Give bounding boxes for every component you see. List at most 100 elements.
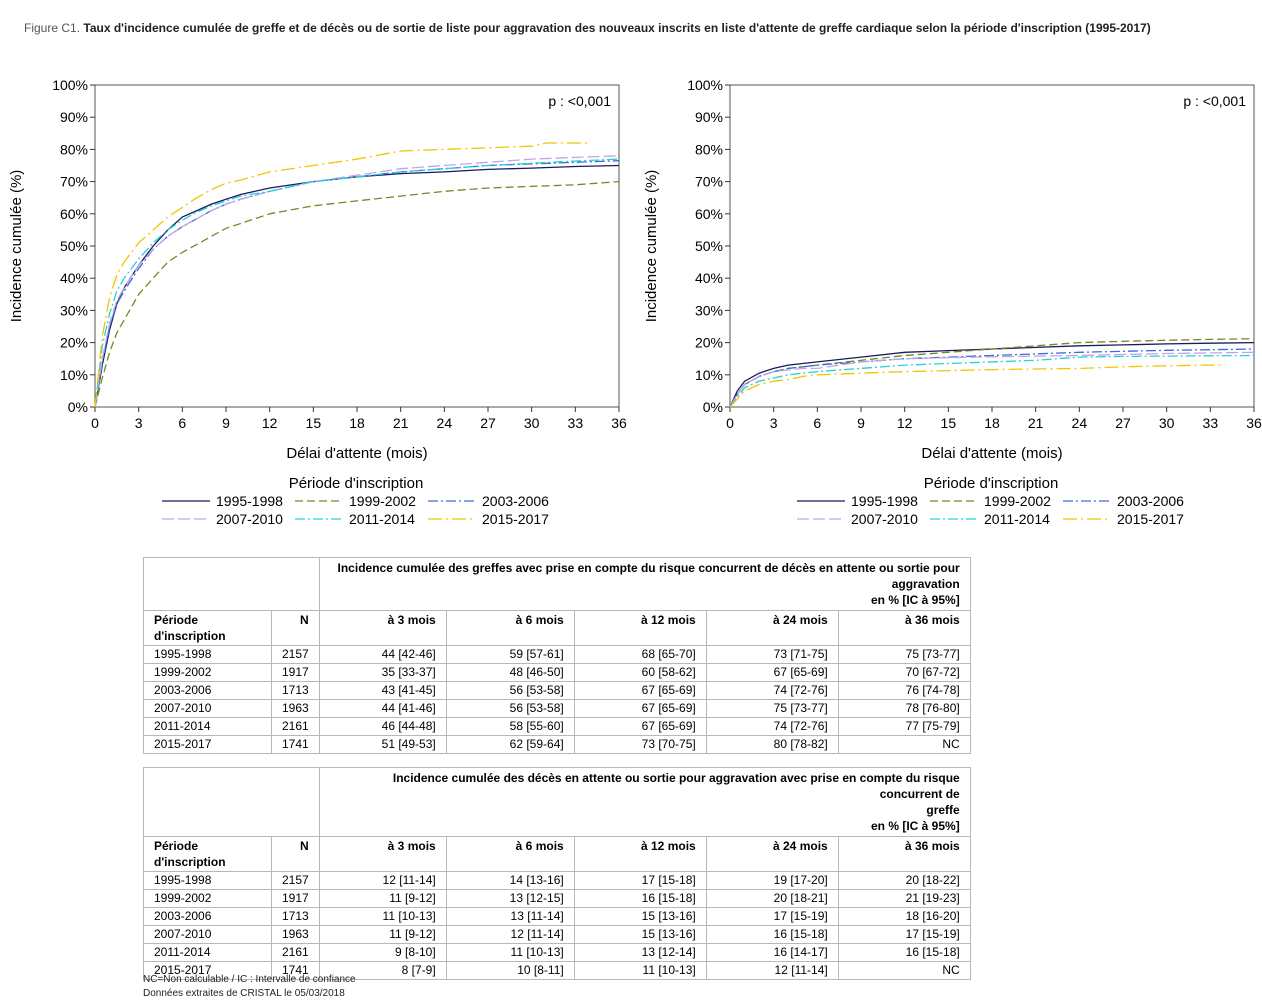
cell-value: 43 [41-45] (318, 681, 447, 700)
cell-value: 20 [18-21] (705, 889, 839, 908)
x-tick-label: 0 (91, 415, 99, 431)
table-deaths: Incidence cumulée des décès en attente o… (143, 767, 971, 980)
cell-value: 13 [12-15] (445, 889, 575, 908)
cell-value: 74 [72-76] (705, 681, 839, 700)
x-tick-label: 24 (437, 415, 453, 431)
legend-label: 2015-2017 (482, 511, 549, 527)
x-tick-label: 0 (726, 415, 734, 431)
cell-n: 1741 (271, 961, 320, 980)
col-3m: à 3 mois (318, 836, 447, 872)
cell-value: 12 [11-14] (445, 925, 575, 944)
col-6m: à 6 mois (445, 836, 575, 872)
cell-value: 56 [53-58] (445, 681, 575, 700)
series-line-1995-1998 (94, 164, 620, 408)
cell-value: 12 [11-14] (318, 871, 447, 890)
cell-value: 16 [15-18] (705, 925, 839, 944)
y-tick-label: 30% (695, 302, 723, 318)
x-tick-label: 33 (1203, 415, 1219, 431)
series-line-2015-2017 (729, 364, 1225, 408)
col-period: Période d'inscription (143, 836, 272, 872)
cell-n: 2161 (271, 943, 320, 962)
x-tick-label: 6 (178, 415, 186, 431)
cell-value: 11 [10-13] (445, 943, 575, 962)
col-period-line2: d'inscription (154, 855, 226, 869)
table-row: 2011-2014 2161 9 [8-10] 11 [10-13] 13 [12-14… (143, 943, 971, 962)
x-tick-label: 18 (984, 415, 1000, 431)
col-6m: à 6 mois (445, 610, 575, 646)
cell-value: 76 [74-78] (837, 681, 971, 700)
plot-frame (729, 84, 1255, 408)
y-tick-label: 90% (60, 109, 88, 125)
legend-title: Période d'inscription (289, 475, 424, 492)
x-tick-label: 30 (524, 415, 540, 431)
table-header-line3: en % [IC à 95%] (871, 593, 960, 607)
cell-period: 2015-2017 (143, 961, 272, 980)
p-value-annotation: p : <0,001 (1183, 93, 1246, 109)
chart-deaths: 0% 10% 20% 30% 40% 50% 60% 70% 80% 90% 100% 0 3 6 9 12 1… (635, 72, 1262, 542)
x-axis-label: Délai d'attente (mois) (921, 445, 1062, 462)
table-row: 2007-2010 1963 11 [9-12] 12 [11-14] 15 [13-1… (143, 925, 971, 944)
x-tick-label: 3 (770, 415, 778, 431)
cell-period: 1995-1998 (143, 871, 272, 890)
legend-label: 1995-1998 (216, 493, 283, 509)
cell-value: 14 [13-16] (445, 871, 575, 890)
cell-value: NC (837, 735, 971, 754)
cell-n: 1963 (271, 699, 320, 718)
table-corner (143, 557, 320, 611)
cell-value: 44 [41-46] (318, 699, 447, 718)
table-header-line1: Incidence cumulée des décès en attente o… (392, 771, 960, 801)
x-tick-label: 24 (1072, 415, 1088, 431)
legend-title: Période d'inscription (924, 475, 1059, 492)
x-tick-label: 27 (480, 415, 496, 431)
x-tick-label: 33 (568, 415, 584, 431)
cell-period: 2011-2014 (143, 717, 272, 736)
cell-value: 67 [65-69] (705, 663, 839, 682)
x-tick-label: 21 (1028, 415, 1044, 431)
y-tick-label: 20% (60, 335, 88, 351)
y-tick-label: 80% (695, 141, 723, 157)
table-row: 2003-2006 1713 11 [10-13] 13 [11-14] 15 [13-… (143, 907, 971, 926)
x-tick-label: 6 (813, 415, 821, 431)
cell-value: 67 [65-69] (573, 717, 707, 736)
y-tick-label: 100% (687, 77, 723, 93)
y-tick-label: 10% (695, 367, 723, 383)
table-header-line1: Incidence cumulée des greffes avec prise… (337, 561, 960, 575)
y-tick-label: 80% (60, 141, 88, 157)
cell-value: 48 [46-50] (445, 663, 575, 682)
legend-label: 1999-2002 (349, 493, 416, 509)
table-grafts: Incidence cumulée des greffes avec prise… (143, 557, 971, 754)
legend-label: 1999-2002 (984, 493, 1051, 509)
cell-period: 2015-2017 (143, 735, 272, 754)
series-line-2007-2010 (729, 351, 1255, 408)
x-tick-label: 36 (1246, 415, 1262, 431)
x-tick-label: 12 (897, 415, 913, 431)
col-3m: à 3 mois (318, 610, 447, 646)
cell-value: 13 [11-14] (445, 907, 575, 926)
col-12m: à 12 mois (573, 610, 707, 646)
col-24m: à 24 mois (705, 610, 839, 646)
cell-value: 11 [9-12] (318, 925, 447, 944)
col-period-line1: Période (154, 839, 199, 853)
x-tick-label: 30 (1159, 415, 1175, 431)
cell-period: 1995-1998 (143, 645, 272, 664)
cell-value: 8 [7-9] (318, 961, 447, 980)
cell-value: 67 [65-69] (573, 699, 707, 718)
col-n: N (271, 836, 320, 872)
table-row: 1995-1998 2157 12 [11-14] 14 [13-16] 17 [15-… (143, 871, 971, 890)
cell-value: 17 [15-18] (573, 871, 707, 890)
legend-label: 2003-2006 (482, 493, 549, 509)
cell-value: 11 [10-13] (318, 907, 447, 926)
col-period: Période d'inscription (143, 610, 272, 646)
y-axis-label: Incidence cumulée (%) (8, 170, 25, 323)
col-n: N (271, 610, 320, 646)
y-tick-label: 70% (60, 174, 88, 190)
cell-value: 17 [15-19] (705, 907, 839, 926)
table-row: 1999-2002 1917 11 [9-12] 13 [12-15] 16 [15-1… (143, 889, 971, 908)
x-axis-label: Délai d'attente (mois) (286, 445, 427, 462)
cell-value: 59 [57-61] (445, 645, 575, 664)
footnote-abbrev: NC=Non calculable / IC : Intervalle de c… (143, 974, 356, 985)
cell-value: 80 [78-82] (705, 735, 839, 754)
legend-label: 2003-2006 (1117, 493, 1184, 509)
table-corner (143, 767, 320, 837)
series-line-1999-2002 (94, 180, 620, 408)
